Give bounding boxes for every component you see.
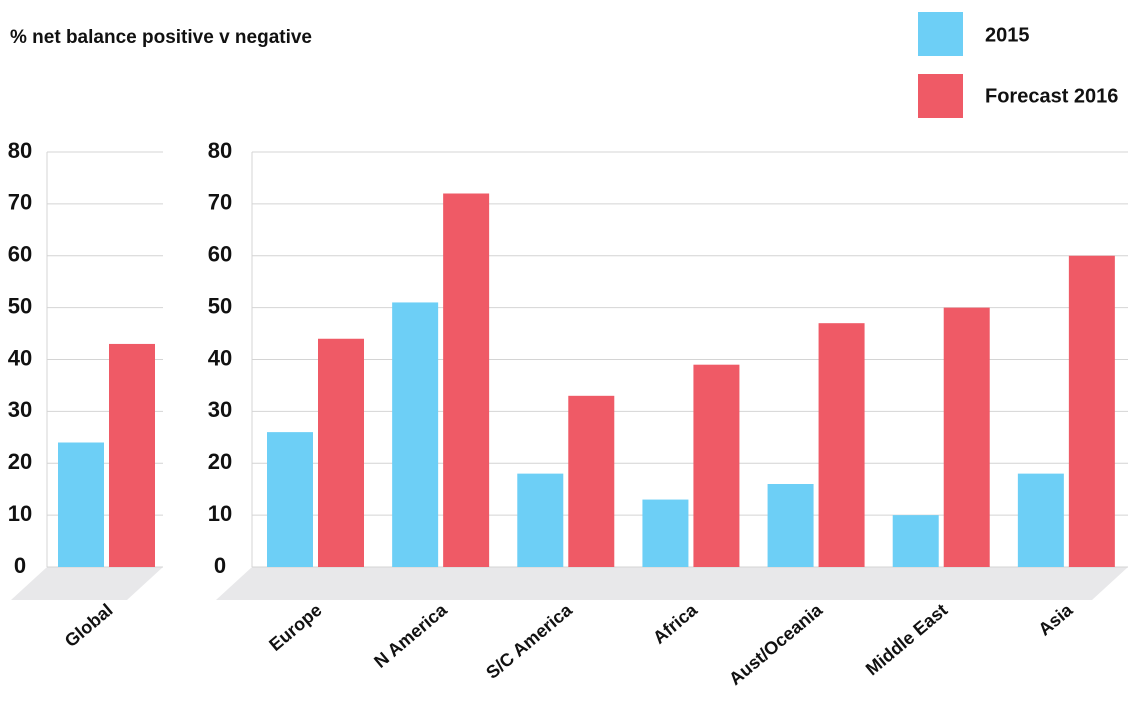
bar (767, 484, 814, 567)
x-tick-label: N America (370, 599, 451, 672)
bar (517, 473, 564, 567)
x-tick-label: Europe (265, 600, 325, 655)
legend-label: Forecast 2016 (985, 85, 1118, 107)
x-tick-label: Africa (649, 599, 702, 648)
y-tick-label: 30 (8, 397, 32, 422)
bar (943, 307, 990, 567)
y-tick-label: 60 (208, 242, 232, 267)
bar (109, 343, 155, 567)
legend-swatch (918, 74, 963, 118)
y-tick-label: 30 (208, 397, 232, 422)
bar (443, 193, 490, 567)
y-tick-label: 70 (208, 190, 232, 215)
x-tick-label: Aust/Oceania (725, 599, 827, 689)
y-tick-label: 20 (208, 449, 232, 474)
bar (267, 432, 313, 567)
bar (318, 338, 364, 567)
bar (642, 499, 689, 567)
legend-label: 2015 (985, 24, 1030, 46)
x-tick-label: Global (61, 600, 117, 651)
bar (892, 515, 939, 567)
x-tick-label: Middle East (862, 600, 951, 680)
bar (1068, 255, 1115, 567)
x-tick-label: S/C America (482, 599, 576, 683)
y-tick-label: 70 (8, 190, 32, 215)
y-tick-label: 80 (208, 138, 232, 163)
y-tick-label: 10 (208, 501, 232, 526)
y-tick-label: 40 (8, 345, 32, 370)
y-tick-label: 50 (208, 293, 232, 318)
bar (818, 323, 865, 567)
y-tick-label: 60 (8, 242, 32, 267)
floor (11, 567, 163, 600)
bar (58, 442, 104, 567)
y-tick-label: 10 (8, 501, 32, 526)
bar (392, 302, 439, 567)
bar (693, 364, 740, 567)
bar (1017, 473, 1064, 567)
bar (568, 395, 615, 567)
x-tick-label: Asia (1034, 599, 1077, 639)
legend-swatch (918, 12, 963, 56)
y-tick-label: 20 (8, 449, 32, 474)
y-tick-label: 50 (8, 293, 32, 318)
y-tick-label: 0 (214, 553, 226, 578)
floor (216, 567, 1128, 600)
y-tick-label: 0 (14, 553, 26, 578)
chart-title: % net balance positive v negative (10, 27, 312, 48)
y-tick-label: 40 (208, 345, 232, 370)
y-tick-label: 80 (8, 138, 32, 163)
